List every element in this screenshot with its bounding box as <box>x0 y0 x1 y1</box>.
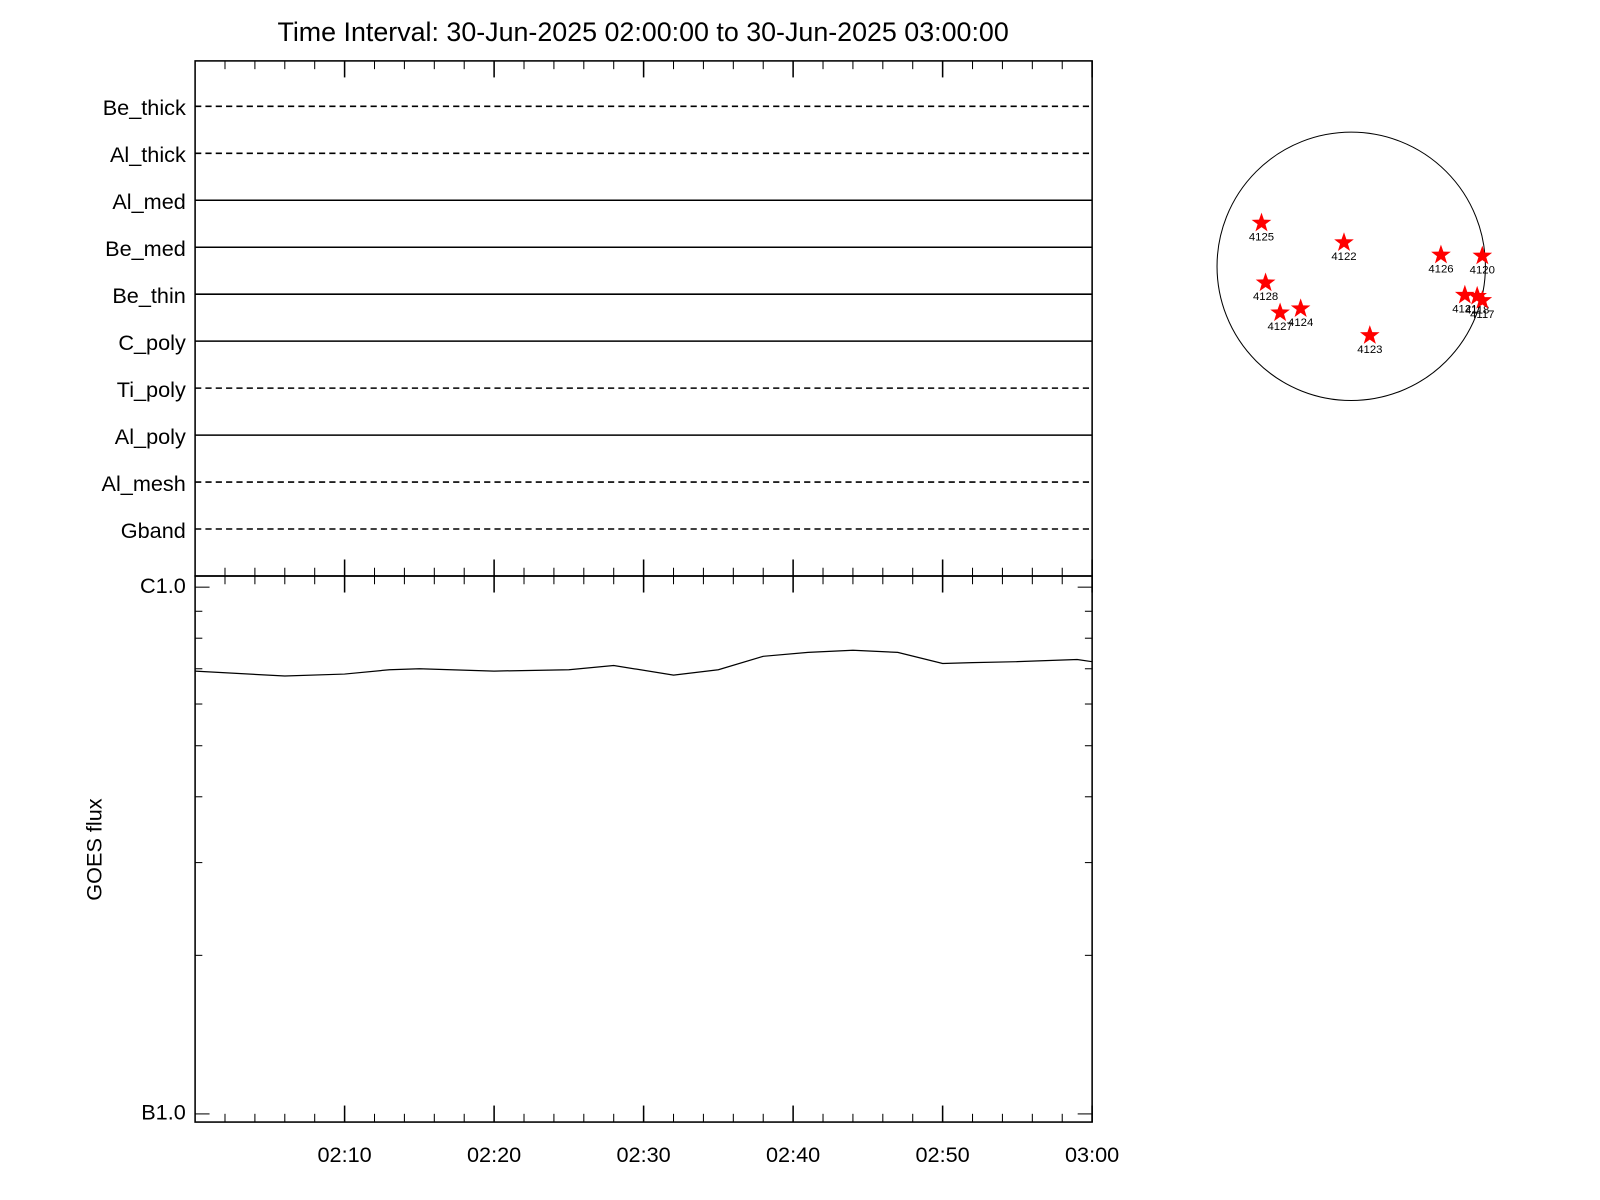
active-region <box>1290 298 1311 318</box>
region-label: 4122 <box>1331 251 1356 263</box>
region-label: 4117 <box>1470 309 1494 321</box>
active-region <box>1431 244 1451 264</box>
filter-label: Al_mesh <box>102 471 186 496</box>
active-region <box>1472 245 1493 265</box>
filter-label: Be_med <box>105 236 186 261</box>
active-region <box>1472 290 1493 309</box>
x-tick-label: 03:00 <box>1065 1142 1119 1167</box>
active-region <box>1454 284 1475 304</box>
filter-label: Be_thick <box>103 95 186 120</box>
filter-label: Be_thin <box>112 283 185 308</box>
filter-label: C_poly <box>118 330 186 355</box>
region-label: 4128 <box>1253 291 1278 303</box>
active-region <box>1251 212 1272 232</box>
filter-label: Al_med <box>112 189 185 214</box>
y-axis-label: GOES flux <box>82 798 107 900</box>
region-label: 4123 <box>1357 344 1382 356</box>
y-tick-label: B1.0 <box>141 1100 186 1125</box>
x-tick-label: 02:30 <box>617 1142 671 1167</box>
filter-label: Gband <box>121 518 186 543</box>
region-label: 4121 <box>1452 304 1477 316</box>
active-region <box>1270 302 1290 322</box>
region-label: 4127 <box>1267 321 1292 333</box>
active-region <box>1360 325 1380 344</box>
region-label: 4126 <box>1428 263 1453 275</box>
x-tick-label: 02:10 <box>318 1142 372 1167</box>
x-tick-label: 02:20 <box>467 1142 521 1167</box>
region-label: 4118 <box>1465 305 1489 317</box>
flux-line <box>195 649 1093 677</box>
filter-label: Al_thick <box>110 142 186 167</box>
y-tick-label: C1.0 <box>140 573 186 598</box>
active-region <box>1255 272 1276 292</box>
region-label: 4125 <box>1249 231 1274 243</box>
x-tick-label: 02:50 <box>916 1142 970 1167</box>
active-region <box>1467 285 1487 305</box>
region-label: 4124 <box>1288 317 1313 329</box>
x-tick-label: 02:40 <box>766 1142 820 1167</box>
filter-label: Al_poly <box>115 424 186 449</box>
chart-title: Time Interval: 30-Jun-2025 02:00:00 to 3… <box>277 17 1008 47</box>
region-label: 4120 <box>1470 264 1495 276</box>
solar-disk <box>1216 131 1486 402</box>
filter-label: Ti_poly <box>117 377 186 402</box>
active-region <box>1334 232 1354 251</box>
